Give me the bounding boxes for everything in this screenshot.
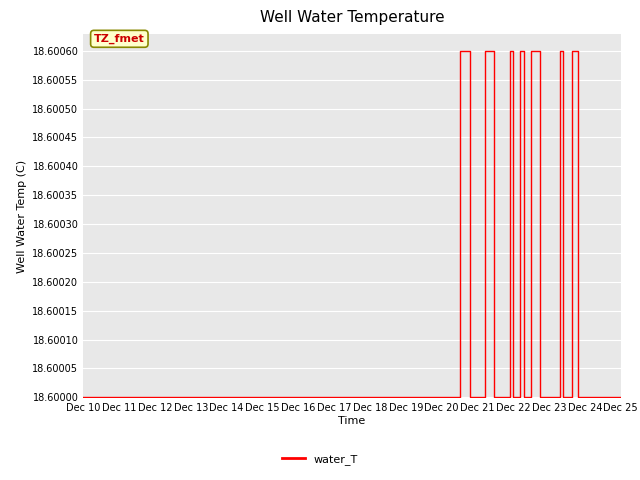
Line: water_T: water_T (83, 51, 621, 397)
water_T (509, 395, 517, 400)
water_T (456, 48, 463, 54)
Y-axis label: Well Water Temp (C): Well Water Temp (C) (17, 159, 27, 273)
water_T (520, 395, 528, 400)
water_T (568, 48, 576, 54)
water_T (481, 395, 488, 400)
water_T (527, 48, 535, 54)
water_T (556, 395, 564, 400)
Title: Well Water Temperature: Well Water Temperature (260, 11, 444, 25)
water_T (456, 395, 463, 400)
water_T (509, 395, 517, 400)
water_T (568, 395, 576, 400)
water_T (516, 395, 524, 400)
water_T (490, 48, 497, 54)
water_T (520, 395, 528, 400)
water_T (467, 395, 474, 400)
water_T (516, 48, 524, 54)
water_T (617, 395, 625, 400)
water_T (481, 395, 488, 400)
water_T (556, 395, 564, 400)
Legend: water_T: water_T (278, 450, 362, 469)
water_T (506, 48, 513, 54)
water_T (574, 395, 582, 400)
water_T (574, 48, 582, 54)
water_T (520, 48, 528, 54)
water_T (456, 395, 463, 400)
water_T (536, 395, 544, 400)
water_T (559, 395, 567, 400)
water_T (556, 48, 564, 54)
water_T (536, 48, 544, 54)
water_T (574, 395, 582, 400)
water_T (506, 395, 513, 400)
water_T (467, 395, 474, 400)
water_T (516, 395, 524, 400)
water_T (559, 48, 567, 54)
water_T (536, 395, 544, 400)
water_T (481, 48, 488, 54)
water_T (509, 48, 517, 54)
water_T (490, 395, 497, 400)
water_T (506, 395, 513, 400)
water_T (79, 395, 87, 400)
water_T (568, 395, 576, 400)
water_T (467, 48, 474, 54)
water_T (559, 395, 567, 400)
Text: TZ_fmet: TZ_fmet (94, 34, 145, 44)
X-axis label: Time: Time (339, 416, 365, 426)
water_T (527, 395, 535, 400)
water_T (527, 395, 535, 400)
water_T (490, 395, 497, 400)
